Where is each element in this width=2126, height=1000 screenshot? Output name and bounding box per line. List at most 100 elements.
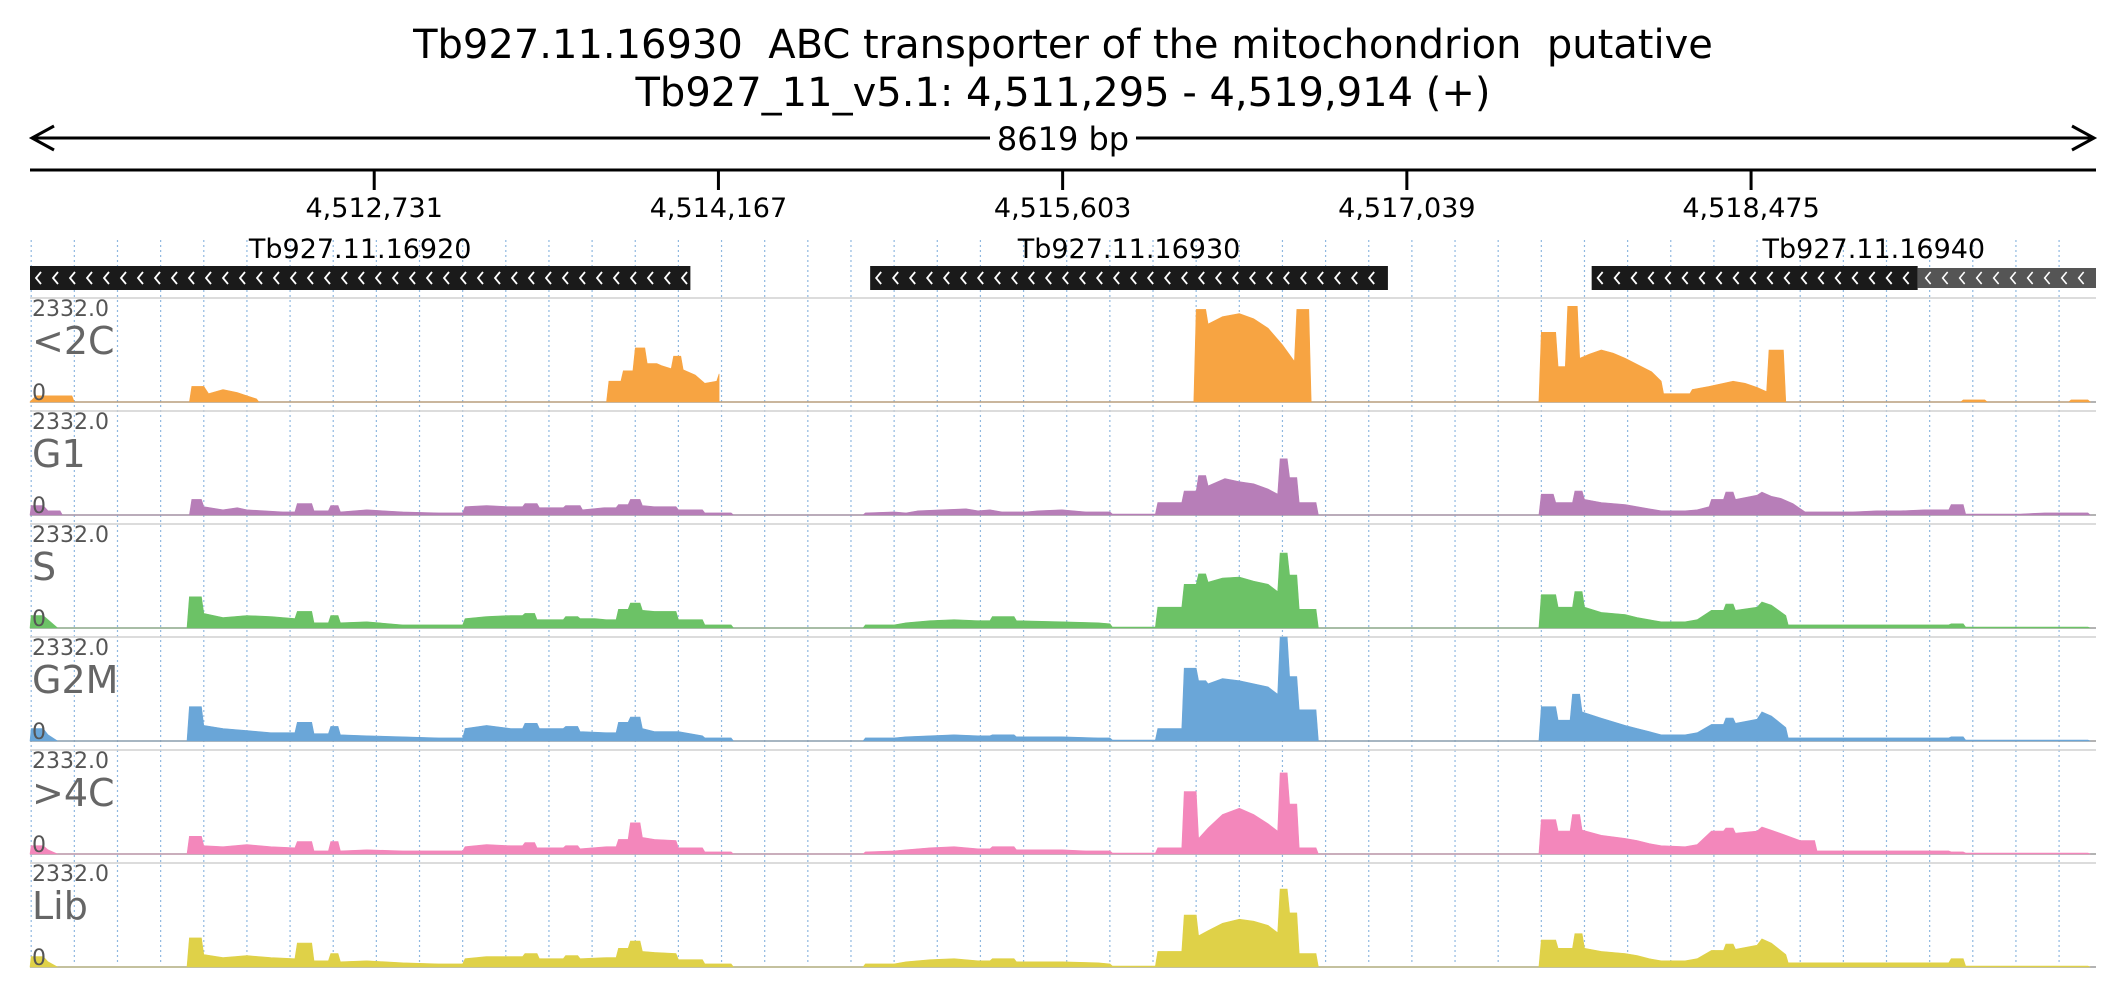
strand-arrow	[1282, 271, 1290, 285]
span-arrowhead-left	[28, 124, 55, 152]
strand-arrow	[925, 271, 933, 285]
strand-arrow	[1248, 271, 1256, 285]
strand-arrow	[391, 271, 399, 285]
strand-arrow	[1265, 271, 1273, 285]
strand-arrow	[578, 271, 586, 285]
strand-arrow	[51, 271, 59, 285]
strand-arrow	[1095, 271, 1103, 285]
strand-arrow	[942, 271, 950, 285]
gene-strand-arrows	[34, 271, 688, 285]
strand-arrow	[476, 271, 484, 285]
strand-arrow	[663, 271, 671, 285]
strand-arrow	[976, 271, 984, 285]
strand-arrow	[2043, 271, 2051, 285]
axis-tick-label: 4,514,167	[650, 193, 787, 224]
strand-arrow	[459, 271, 467, 285]
track-ymin-label: 0	[32, 833, 46, 858]
axis-tick-label: 4,515,603	[994, 193, 1131, 224]
strand-arrow	[1941, 271, 1949, 285]
strand-arrow	[680, 271, 688, 285]
strand-arrow	[908, 271, 916, 285]
track-ymax-label: 2332.0	[32, 410, 109, 435]
gene-body	[30, 266, 691, 290]
strand-arrow	[442, 271, 450, 285]
axis-tick-label: 4,512,731	[306, 193, 443, 224]
coverage-area	[29, 772, 2091, 855]
strand-arrow	[874, 271, 882, 285]
coverage-area	[29, 888, 2091, 968]
strand-arrow	[1231, 271, 1239, 285]
strand-arrow	[1197, 271, 1205, 285]
strand-arrow	[1350, 271, 1358, 285]
strand-arrow	[1316, 271, 1324, 285]
strand-arrow	[959, 271, 967, 285]
track-ymax-label: 2332.0	[32, 297, 109, 322]
strand-arrow	[1975, 271, 1983, 285]
strand-arrow	[289, 271, 297, 285]
track-2: 2332.0S 0	[29, 523, 2096, 632]
strand-arrow	[2077, 271, 2085, 285]
strand-arrow	[1647, 271, 1655, 285]
coverage-area	[29, 636, 2091, 742]
track-ymax-label: 2332.0	[32, 862, 109, 887]
strand-arrow	[1367, 271, 1375, 285]
track-ymax-label: 2332.0	[32, 523, 109, 548]
strand-arrow	[1698, 271, 1706, 285]
strand-arrow	[1596, 271, 1604, 285]
strand-arrow	[374, 271, 382, 285]
chart-title: Tb927.11.16930 ABC transporter of the mi…	[413, 22, 1713, 68]
strand-arrow	[340, 271, 348, 285]
strand-arrow	[102, 271, 110, 285]
chart-subtitle: Tb927_11_v5.1: 4,511,295 - 4,519,914 (+)	[635, 70, 1491, 116]
strand-arrow	[187, 271, 195, 285]
strand-arrow	[425, 271, 433, 285]
strand-arrow	[2026, 271, 2034, 285]
strand-arrow	[1681, 271, 1689, 285]
strand-arrow	[561, 271, 569, 285]
strand-arrow	[1664, 271, 1672, 285]
strand-arrow	[1992, 271, 2000, 285]
span-label: 8619 bp	[997, 120, 1129, 158]
gene-utr	[1917, 268, 2096, 288]
track-ymax-label: 2332.0	[32, 636, 109, 661]
track-name: <2C	[32, 319, 115, 363]
strand-arrow	[1868, 271, 1876, 285]
strand-arrow	[238, 271, 246, 285]
strand-arrow	[272, 271, 280, 285]
strand-arrow	[1817, 271, 1825, 285]
gene-strand-arrows	[874, 271, 1375, 285]
strand-arrow	[891, 271, 899, 285]
strand-arrow	[2009, 271, 2017, 285]
strand-arrow	[34, 271, 42, 285]
strand-arrow	[544, 271, 552, 285]
strand-arrow	[1214, 271, 1222, 285]
coverage-area	[29, 552, 2091, 629]
coordinate-axis: 4,512,731 4,514,167 4,515,603 4,517,039 4,51…	[30, 168, 2096, 224]
gene-strand-arrows	[1596, 271, 1910, 285]
track-0: 2332.0<2C 0	[29, 297, 2096, 406]
strand-arrow	[221, 271, 229, 285]
strand-arrow	[136, 271, 144, 285]
strand-arrow	[255, 271, 263, 285]
strand-arrow	[1027, 271, 1035, 285]
strand-arrow	[1924, 271, 1932, 285]
track-ymin-label: 0	[32, 946, 46, 971]
strand-arrow	[1851, 271, 1859, 285]
strand-arrow	[1958, 271, 1966, 285]
track-ymin-label: 0	[32, 607, 46, 632]
coverage-tracks: 2332.0<2C02332.0G102332.0S02332.0G2M0233…	[29, 297, 2096, 971]
strand-arrow	[1885, 271, 1893, 285]
strand-arrow	[323, 271, 331, 285]
strand-arrow	[1749, 271, 1757, 285]
track-name: >4C	[32, 771, 115, 815]
strand-arrow	[993, 271, 1001, 285]
track-ymin-label: 0	[32, 381, 46, 406]
strand-arrow	[1146, 271, 1154, 285]
strand-arrow	[408, 271, 416, 285]
track-name: S	[32, 545, 56, 589]
strand-arrow	[153, 271, 161, 285]
strand-arrow	[1732, 271, 1740, 285]
strand-arrow	[204, 271, 212, 285]
